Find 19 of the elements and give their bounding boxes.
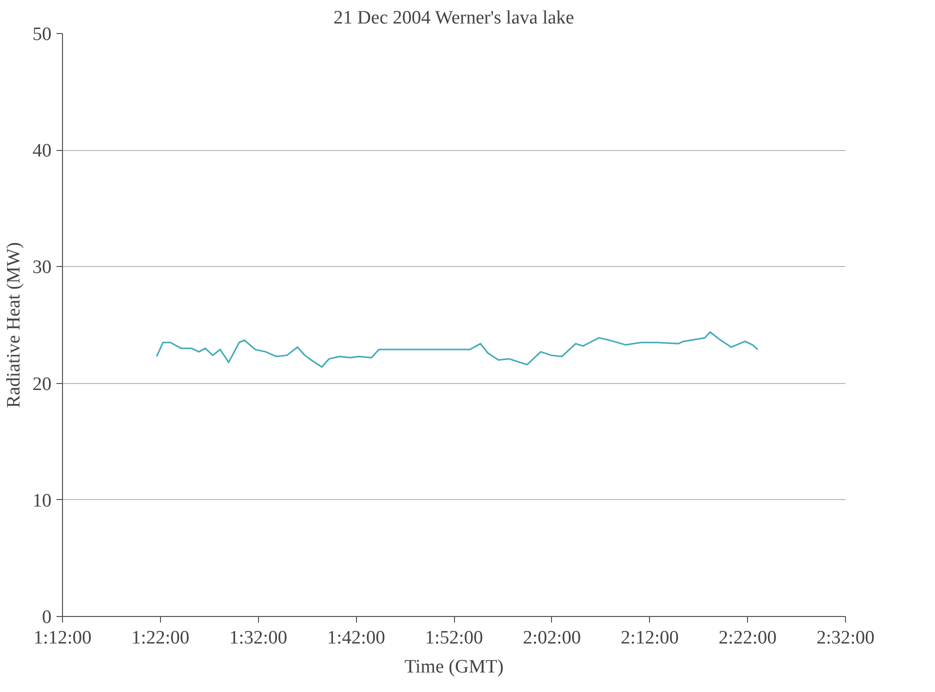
x-tick-label: 2:12:00 xyxy=(620,628,679,648)
y-tick-label: 20 xyxy=(32,374,52,395)
x-tick-label: 2:32:00 xyxy=(816,628,875,648)
x-axis-title: Time (GMT) xyxy=(404,656,504,678)
chart-title: 21 Dec 2004 Werner's lava lake xyxy=(334,8,574,28)
x-tick-label: 1:52:00 xyxy=(425,628,484,648)
y-tick-label: 40 xyxy=(32,140,52,162)
y-tick-label: 50 xyxy=(32,24,52,45)
x-tick-label: 1:42:00 xyxy=(327,628,386,648)
y-tick-label: 10 xyxy=(32,490,52,512)
line-series xyxy=(156,331,758,368)
x-tick-label: 1:12:00 xyxy=(33,628,92,648)
x-tick-label: 2:22:00 xyxy=(718,628,777,648)
x-tick-label: 1:32:00 xyxy=(229,628,288,648)
y-axis-title: Radiative Heat (MW) xyxy=(4,242,24,408)
x-tick-label: 1:22:00 xyxy=(131,628,190,648)
x-tick-label: 2:02:00 xyxy=(522,628,581,648)
y-tick-label: 0 xyxy=(42,607,52,628)
y-tick-label: 30 xyxy=(32,257,52,278)
